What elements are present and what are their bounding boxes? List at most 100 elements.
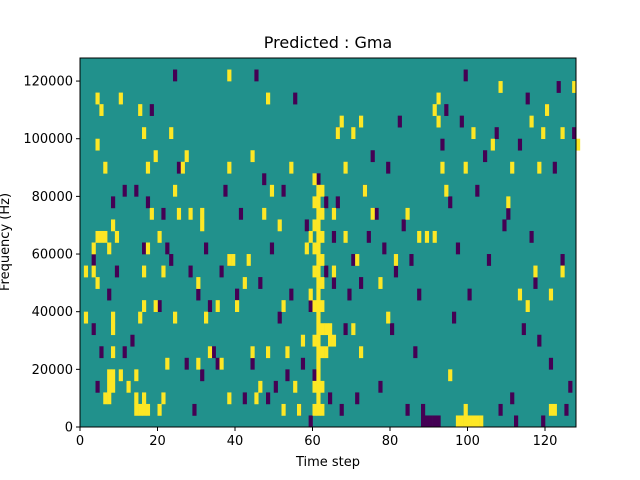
heatmap-cell-low: [99, 346, 104, 359]
heatmap-cell-high: [118, 369, 123, 382]
heatmap-cell-low: [324, 196, 329, 209]
x-axis-label: Time step: [295, 455, 360, 470]
heatmap-cell-low: [448, 196, 453, 209]
heatmap-cell-high: [138, 311, 143, 324]
heatmap-cell-high: [432, 104, 437, 116]
heatmap-cell-high: [169, 127, 174, 140]
heatmap-cell-high: [316, 323, 321, 336]
x-tick-label: 60: [304, 434, 321, 449]
heatmap-cell-low: [91, 323, 96, 336]
plot-frame: [79, 57, 577, 428]
heatmap-cell-low: [552, 161, 557, 174]
x-tick-label: 100: [455, 434, 480, 449]
heatmap-cell-low: [331, 230, 337, 243]
x-tick-label: 40: [227, 434, 244, 449]
heatmap-cell-high: [266, 346, 271, 359]
y-tick-label: 80000: [32, 190, 73, 205]
heatmap-cell-low: [366, 230, 371, 243]
heatmap-cell-high: [316, 184, 321, 197]
heatmap-cell-high: [316, 254, 321, 266]
heatmap-cell-high: [297, 403, 302, 416]
heatmap-cell-low: [122, 184, 127, 197]
heatmap-cell-high: [479, 415, 484, 428]
heatmap-cell-high: [533, 265, 538, 278]
heatmap-cell-high: [316, 288, 321, 301]
heatmap-cell-high: [405, 207, 410, 220]
heatmap-cell-low: [250, 357, 255, 370]
heatmap-cell-low: [176, 161, 182, 174]
heatmap-cell-high: [219, 357, 224, 370]
y-tick-label: 120000: [23, 75, 73, 90]
heatmap-cell-high: [320, 380, 325, 393]
heatmap-cell-high: [537, 161, 542, 174]
heatmap-cell-low: [308, 300, 313, 312]
heatmap-cell-high: [328, 323, 333, 336]
heatmap-cell-low: [525, 92, 530, 105]
heatmap-cell-high: [320, 254, 325, 266]
heatmap-cell-high: [548, 403, 554, 416]
heatmap-cell-high: [134, 392, 139, 405]
heatmap-cell-high: [149, 207, 154, 220]
heatmap-cell-high: [320, 184, 325, 197]
y-tick-label: 40000: [32, 305, 73, 320]
heatmap-cell-high: [463, 403, 468, 416]
heatmap-cell-low: [378, 380, 383, 393]
heatmap-cell-low: [529, 230, 534, 243]
heatmap-cell-low: [184, 357, 189, 370]
heatmap-cell-high: [145, 161, 151, 174]
y-tick-label: 20000: [32, 363, 73, 378]
heatmap-cell-low: [339, 403, 344, 416]
heatmap-cell-low: [386, 161, 391, 174]
heatmap-cell-high: [316, 300, 321, 312]
heatmap-cell-high: [370, 207, 375, 220]
heatmap-cell-high: [107, 369, 112, 382]
heatmap-cell-low: [238, 207, 244, 220]
heatmap-cell-high: [95, 277, 100, 289]
heatmap-cell-high: [188, 207, 193, 220]
heatmap-cell-high: [576, 138, 581, 151]
heatmap-cell-low: [390, 323, 395, 336]
heatmap-cell-low: [188, 265, 193, 278]
heatmap-cell-high: [138, 104, 143, 116]
heatmap-cell-high: [103, 230, 108, 243]
heatmap-cell-low: [541, 415, 546, 428]
heatmap-cell-high: [471, 415, 476, 428]
heatmap-cell-high: [161, 392, 166, 405]
heatmap-cell-high: [289, 161, 294, 174]
heatmap-cell-low: [145, 196, 151, 209]
heatmap-cell-high: [277, 219, 282, 232]
heatmap-cell-high: [111, 369, 116, 382]
heatmap-cell-high: [316, 334, 321, 347]
heatmap-cell-high: [227, 161, 232, 174]
heatmap-cell-high: [459, 415, 464, 428]
heatmap-cell-low: [393, 265, 399, 278]
heatmap-cell-high: [207, 346, 213, 359]
heatmap-cell-low: [114, 265, 120, 278]
heatmap-cell-high: [173, 184, 178, 197]
heatmap-cell-high: [312, 334, 317, 347]
heatmap-cell-high: [359, 115, 364, 128]
heatmap-cell-high: [134, 403, 139, 416]
heatmap-cell-low: [452, 311, 457, 324]
heatmap-cell-high: [541, 127, 546, 140]
y-tick-label: 60000: [32, 248, 73, 263]
heatmap-cell-high: [95, 138, 100, 151]
heatmap-cell-low: [242, 392, 247, 405]
heatmap-cell-high: [316, 392, 321, 405]
heatmap-cell-high: [184, 150, 189, 163]
heatmap-cell-low: [169, 254, 174, 266]
heatmap-cell-high: [320, 277, 325, 289]
heatmap-cell-low: [95, 380, 100, 393]
heatmap-cell-high: [91, 242, 96, 255]
heatmap-cell-low: [467, 288, 472, 301]
heatmap-cell-high: [111, 323, 116, 336]
heatmap-cell-low: [211, 346, 216, 359]
heatmap-cell-high: [312, 173, 317, 186]
heatmap-cell-high: [91, 265, 96, 278]
heatmap-cell-high: [103, 392, 108, 405]
heatmap-cell-low: [335, 196, 340, 209]
heatmap-cell-low: [219, 265, 224, 278]
heatmap-cell-high: [510, 161, 515, 174]
heatmap-cell-low: [173, 69, 178, 82]
heatmap-cell-high: [142, 265, 147, 278]
